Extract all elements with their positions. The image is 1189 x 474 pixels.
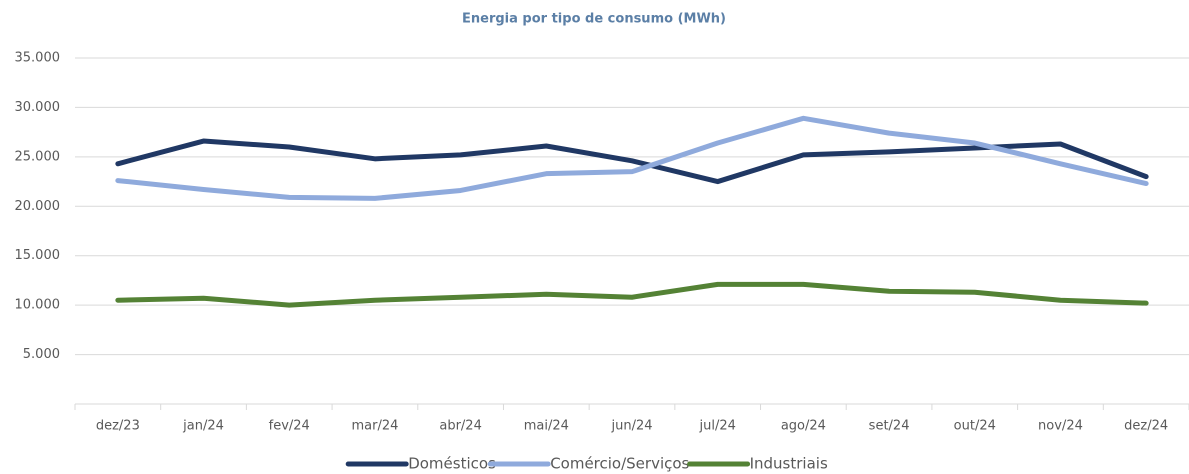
y-tick-label: 25.000 bbox=[15, 149, 61, 164]
series-line bbox=[115, 281, 1149, 308]
x-tick-label: ago/24 bbox=[781, 419, 826, 434]
x-tick-label: mar/24 bbox=[351, 419, 398, 434]
series-line bbox=[115, 115, 1149, 201]
y-tick-label: 5.000 bbox=[23, 347, 60, 362]
series-line bbox=[115, 138, 1149, 185]
legend-label: Industriais bbox=[750, 455, 828, 473]
chart-title: Energia por tipo de consumo (MWh) bbox=[462, 12, 726, 27]
y-tick-label: 35.000 bbox=[15, 51, 61, 66]
y-tick-label: 10.000 bbox=[15, 298, 61, 313]
y-tick-label: 30.000 bbox=[15, 100, 61, 115]
x-tick-label: jan/24 bbox=[182, 419, 224, 434]
x-tick-label: jun/24 bbox=[610, 419, 652, 434]
x-tick-label: jul/24 bbox=[698, 419, 735, 434]
x-tick-label: mai/24 bbox=[524, 419, 569, 434]
x-tick-label: set/24 bbox=[869, 419, 910, 434]
x-tick-label: nov/24 bbox=[1038, 419, 1083, 434]
x-tick-label: out/24 bbox=[954, 419, 996, 434]
x-tick-label: dez/23 bbox=[96, 419, 140, 434]
legend-label: Domésticos bbox=[408, 455, 496, 473]
y-tick-label: 20.000 bbox=[15, 199, 61, 214]
x-tick-label: abr/24 bbox=[439, 419, 482, 434]
y-tick-label: 15.000 bbox=[15, 248, 61, 263]
x-tick-label: dez/24 bbox=[1124, 419, 1168, 434]
x-tick-label: fev/24 bbox=[269, 419, 310, 434]
legend-label: Comércio/Serviços bbox=[550, 455, 689, 473]
